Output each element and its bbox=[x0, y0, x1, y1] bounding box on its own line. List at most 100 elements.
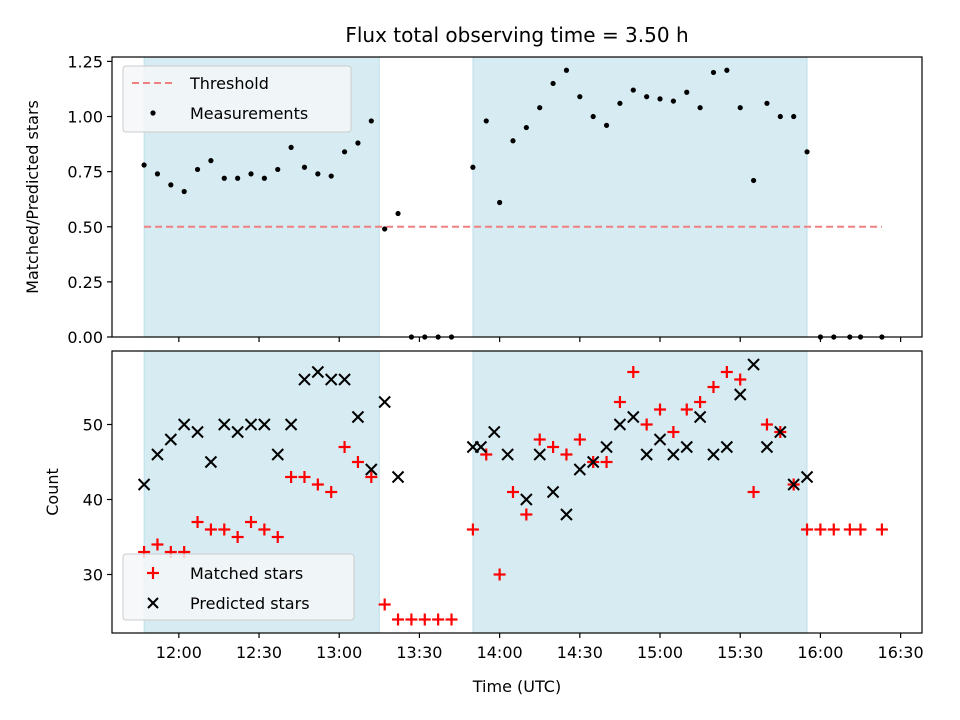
predicted-star-point bbox=[338, 373, 351, 386]
top-panel: 0.00 0.25 0.50 0.75 1.00 1.25 Matched/Predict… bbox=[23, 52, 923, 347]
measurement-point bbox=[603, 122, 610, 128]
measurement-point bbox=[355, 140, 361, 146]
matched-star-point bbox=[418, 613, 431, 626]
measurement-point bbox=[684, 89, 690, 95]
matched-star-point bbox=[854, 523, 867, 536]
shaded-interval bbox=[472, 56, 808, 338]
bottom-legend: Matched stars Predicted stars bbox=[122, 553, 355, 621]
matched-star-point bbox=[245, 516, 258, 528]
bottom-shaded-intervals bbox=[143, 350, 808, 634]
predicted-star-point bbox=[760, 440, 774, 454]
predicted-star-point bbox=[747, 358, 760, 371]
legend-predicted-label: Predicted stars bbox=[190, 594, 310, 613]
predicted-star-point bbox=[800, 470, 814, 484]
predicted-star-point bbox=[204, 455, 218, 469]
predicted-star-point bbox=[177, 418, 191, 431]
top-axes-frame bbox=[111, 56, 923, 338]
x-tick-label: 13:00 bbox=[316, 643, 362, 662]
measurement-point bbox=[764, 100, 770, 106]
matched-star-point bbox=[720, 366, 733, 378]
matched-star-point bbox=[392, 613, 405, 626]
measurement-point bbox=[523, 124, 529, 131]
predicted-star-point bbox=[311, 365, 325, 379]
measurement-point bbox=[483, 118, 489, 124]
matched-star-point bbox=[520, 508, 533, 521]
chart-title: Flux total observing time = 3.50 h bbox=[345, 23, 688, 47]
matched-stars-series bbox=[138, 366, 888, 626]
predicted-stars-series bbox=[137, 358, 814, 521]
matched-star-point bbox=[667, 426, 680, 438]
measurement-point bbox=[670, 98, 676, 104]
matched-star-point bbox=[365, 471, 378, 483]
x-tick-label: 14:30 bbox=[557, 643, 603, 662]
top-y-tick-label: 1.25 bbox=[67, 52, 103, 71]
predicted-star-point bbox=[720, 440, 734, 454]
predicted-star-point bbox=[191, 425, 204, 439]
measurement-point bbox=[630, 87, 636, 93]
predicted-star-point bbox=[653, 433, 667, 446]
predicted-star-point bbox=[546, 485, 560, 499]
predicted-star-point bbox=[365, 463, 378, 476]
matched-star-point bbox=[271, 531, 284, 543]
measurement-point bbox=[382, 226, 388, 232]
measurement-point bbox=[221, 175, 227, 181]
measurement-point bbox=[328, 173, 334, 179]
x-tick-label: 14:00 bbox=[477, 643, 523, 662]
predicted-star-point bbox=[640, 448, 653, 461]
predicted-star-point bbox=[351, 410, 365, 424]
predicted-star-point bbox=[218, 418, 231, 431]
matched-star-point bbox=[231, 531, 244, 543]
measurement-point bbox=[154, 171, 161, 177]
matched-star-point bbox=[843, 523, 856, 536]
measurement-point bbox=[710, 69, 717, 76]
measurement-point bbox=[537, 105, 543, 111]
measurement-point bbox=[617, 100, 623, 106]
predicted-star-point bbox=[520, 493, 533, 506]
bottom-y-tick-label: 30 bbox=[83, 566, 103, 585]
matched-star-point bbox=[325, 486, 338, 498]
predicted-star-point bbox=[667, 448, 680, 461]
matched-star-point bbox=[640, 418, 653, 431]
measurement-point bbox=[341, 149, 348, 155]
matched-star-point bbox=[654, 403, 667, 416]
matched-star-point bbox=[533, 433, 546, 446]
matched-star-point bbox=[338, 441, 351, 453]
matched-star-point bbox=[747, 486, 760, 498]
predicted-star-point bbox=[151, 448, 164, 461]
matched-star-point bbox=[378, 598, 391, 611]
predicted-star-point bbox=[488, 425, 501, 439]
x-tick-label: 16:30 bbox=[878, 643, 924, 662]
matched-star-point bbox=[734, 373, 747, 386]
measurement-point bbox=[248, 171, 254, 177]
measurement-point bbox=[644, 94, 650, 100]
x-tick-label: 12:00 bbox=[156, 643, 202, 662]
predicted-star-point bbox=[586, 455, 600, 469]
x-axis-label: Time (UTC) bbox=[472, 677, 561, 696]
measurement-point bbox=[288, 144, 294, 150]
bottom-x-ticks: 12:00 12:30 13:00 13:30 14:00 14:30 15:00 15:30… bbox=[156, 633, 924, 662]
matched-star-point bbox=[801, 523, 814, 536]
matched-star-point bbox=[560, 448, 573, 461]
matched-star-point bbox=[432, 613, 445, 626]
top-x-ticks bbox=[178, 337, 902, 342]
matched-star-point bbox=[547, 441, 560, 453]
matched-star-point bbox=[613, 396, 626, 408]
measurements-series bbox=[141, 67, 885, 340]
matched-star-point bbox=[680, 403, 693, 416]
predicted-star-point bbox=[560, 508, 573, 521]
measurement-point bbox=[194, 166, 201, 173]
x-tick-label: 13:30 bbox=[396, 643, 442, 662]
matched-star-point bbox=[405, 613, 418, 626]
predicted-star-point bbox=[774, 425, 787, 439]
measurement-point bbox=[235, 175, 241, 181]
predicted-star-point bbox=[734, 388, 747, 401]
bottom-axes-frame bbox=[111, 350, 923, 634]
matched-star-point bbox=[258, 523, 271, 536]
matched-star-point bbox=[351, 456, 364, 468]
matched-star-point bbox=[814, 523, 827, 536]
measurement-point bbox=[141, 162, 147, 168]
measurement-point bbox=[750, 177, 757, 184]
matched-star-point bbox=[506, 486, 519, 498]
matched-star-point bbox=[151, 538, 164, 551]
